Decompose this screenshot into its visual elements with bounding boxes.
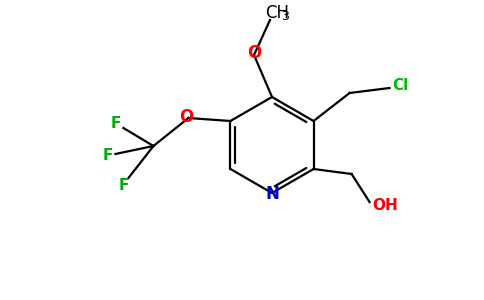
Text: Cl: Cl (393, 79, 409, 94)
Text: F: F (110, 116, 121, 130)
Text: O: O (179, 108, 194, 126)
Text: OH: OH (373, 197, 398, 212)
Text: O: O (247, 44, 261, 62)
Text: N: N (265, 185, 279, 203)
Text: 3: 3 (281, 10, 289, 22)
Text: CH: CH (265, 4, 289, 22)
Text: F: F (102, 148, 113, 164)
Text: F: F (118, 178, 129, 194)
